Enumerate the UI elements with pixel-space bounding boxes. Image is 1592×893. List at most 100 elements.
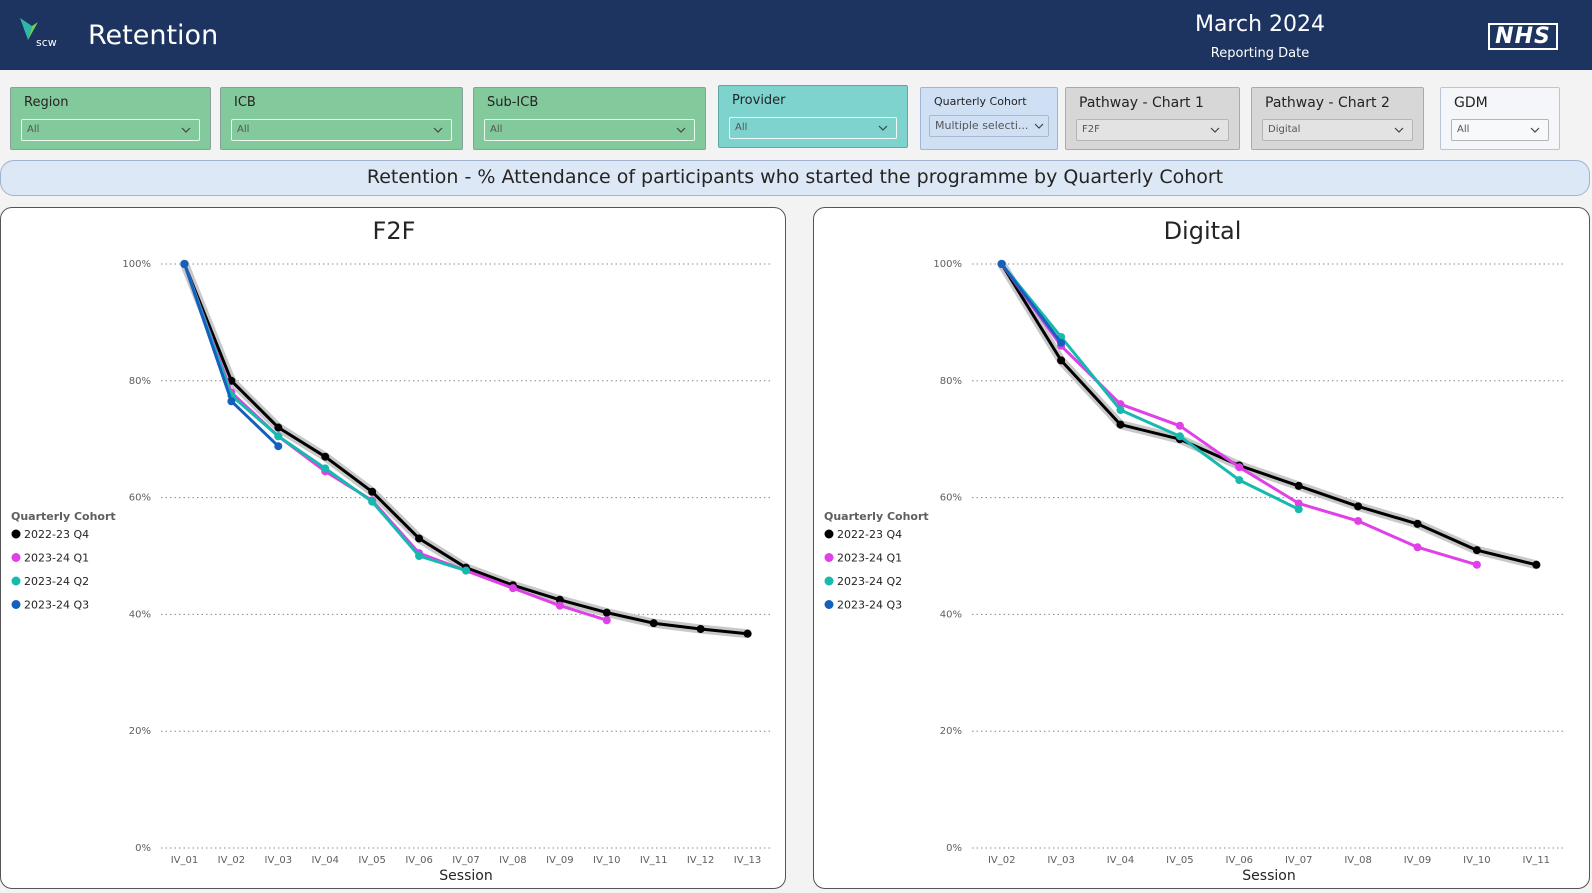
data-point <box>180 260 189 268</box>
data-point <box>1532 560 1541 569</box>
legend-item: 2022-23 Q4 <box>24 528 89 541</box>
data-point <box>508 584 517 593</box>
data-point <box>1472 560 1481 569</box>
x-tick-label: IV_13 <box>734 855 762 866</box>
y-tick-label: 100% <box>122 259 151 270</box>
x-tick-label: IV_05 <box>1166 855 1194 866</box>
y-tick-label: 40% <box>940 609 962 620</box>
reporting-date: March 2024 <box>1194 12 1326 37</box>
legend-marker <box>11 576 21 586</box>
data-point <box>227 397 236 406</box>
section-title: Retention - % Attendance of participants… <box>0 160 1590 196</box>
sub-icb-dropdown[interactable]: All <box>484 119 695 141</box>
y-tick-label: 0% <box>135 843 151 854</box>
legend-marker <box>824 553 834 562</box>
pathway-chart-1-dropdown[interactable]: F2F <box>1076 119 1229 141</box>
x-tick-label: IV_04 <box>311 855 339 866</box>
series-line <box>1000 263 1300 511</box>
legend-item: 2023-24 Q3 <box>24 599 89 612</box>
confidence-band <box>997 259 1541 570</box>
data-point <box>1057 356 1066 365</box>
chevron-down-icon <box>1394 127 1404 133</box>
x-tick-label: IV_10 <box>1463 855 1491 866</box>
gdm-dropdown[interactable]: All <box>1451 119 1549 141</box>
series-line <box>183 263 608 622</box>
legend-item: 2023-24 Q2 <box>24 575 89 588</box>
data-point <box>368 497 377 506</box>
data-point <box>321 464 330 473</box>
data-point <box>743 629 752 638</box>
x-tick-label: IV_03 <box>265 855 293 866</box>
data-point <box>1116 420 1125 429</box>
chevron-down-icon <box>1210 127 1220 133</box>
icb-slicer-label: ICB <box>234 95 256 110</box>
data-point <box>1472 546 1481 555</box>
chevron-down-icon <box>1530 127 1540 133</box>
f2f-chart-panel: F2F 0% 20% 40% 60% 80% 100% IV_01 IV_02 IV_03 IV_0… <box>0 207 786 889</box>
data-point <box>1294 499 1303 508</box>
quarterly-cohort-slicer: Quarterly Cohort Multiple selecti... <box>920 87 1058 150</box>
legend-marker <box>11 553 21 562</box>
y-tick-label: 60% <box>940 493 962 504</box>
data-point <box>415 552 424 560</box>
pathway-chart-2-slicer: Pathway - Chart 2 Digital <box>1251 87 1424 150</box>
provider-dropdown[interactable]: All <box>729 117 897 139</box>
series-line <box>1000 263 1063 344</box>
data-point <box>602 608 611 617</box>
x-tick-label: IV_11 <box>640 855 668 866</box>
f2f-line-chart: F2F 0% 20% 40% 60% 80% 100% IV_01 IV_02 IV_03 IV_0… <box>11 217 771 884</box>
chevron-down-icon <box>433 127 443 133</box>
data-point <box>415 534 424 543</box>
reporting-date-label: Reporting Date <box>1210 46 1310 61</box>
legend-marker <box>824 576 834 586</box>
chart-title: F2F <box>373 217 416 245</box>
quarterly-cohort-dropdown-value: Multiple selecti... <box>935 119 1029 132</box>
data-point <box>696 625 705 633</box>
series-line <box>183 263 467 573</box>
quarterly-cohort-dropdown[interactable]: Multiple selecti... <box>929 115 1049 137</box>
data-point <box>1294 481 1303 490</box>
data-point <box>1413 519 1422 528</box>
y-tick-label: 80% <box>129 376 151 387</box>
chevron-down-icon <box>181 127 191 133</box>
quarterly-cohort-slicer-label: Quarterly Cohort <box>934 95 1027 108</box>
data-point <box>274 423 283 432</box>
region-slicer-label: Region <box>24 95 69 110</box>
icb-dropdown-value: All <box>237 124 250 135</box>
sub-icb-dropdown-value: All <box>490 124 503 135</box>
x-tick-label: IV_09 <box>1404 855 1432 866</box>
data-point <box>1235 476 1244 485</box>
legend-title: Quarterly Cohort <box>11 510 116 523</box>
provider-dropdown-value: All <box>735 122 748 133</box>
pathway-chart-2-label: Pathway - Chart 2 <box>1265 95 1390 111</box>
y-tick-label: 100% <box>933 259 962 270</box>
app-header: scw Retention March 2024 Reporting Date … <box>0 0 1592 70</box>
x-axis-title: Session <box>1242 868 1295 884</box>
pathway-chart-2-dropdown[interactable]: Digital <box>1262 119 1413 141</box>
y-tick-label: 40% <box>129 609 151 620</box>
icb-dropdown[interactable]: All <box>231 119 452 141</box>
legend-item: 2023-24 Q3 <box>837 599 902 612</box>
icb-slicer: ICB All <box>220 87 463 150</box>
chevron-down-icon <box>1034 123 1044 129</box>
region-dropdown[interactable]: All <box>21 119 200 141</box>
pathway-chart-2-value: Digital <box>1268 124 1301 135</box>
x-tick-label: IV_04 <box>1107 855 1135 866</box>
x-tick-label: IV_06 <box>405 855 433 866</box>
y-tick-label: 80% <box>940 376 962 387</box>
x-tick-label: IV_07 <box>452 855 480 866</box>
pathway-chart-1-label: Pathway - Chart 1 <box>1079 95 1204 111</box>
x-tick-label: IV_03 <box>1047 855 1075 866</box>
data-point <box>274 432 283 441</box>
data-point <box>1354 516 1363 525</box>
chart-title: Digital <box>1164 217 1242 245</box>
y-tick-label: 60% <box>129 493 151 504</box>
data-point <box>462 566 470 575</box>
scw-logo-icon: scw <box>20 18 57 49</box>
chevron-down-icon <box>676 127 686 133</box>
data-point <box>321 452 330 461</box>
sub-icb-slicer: Sub-ICB All <box>473 87 706 150</box>
gdm-slicer: GDM All <box>1440 87 1560 150</box>
series-line <box>183 263 748 636</box>
data-point <box>555 601 564 610</box>
